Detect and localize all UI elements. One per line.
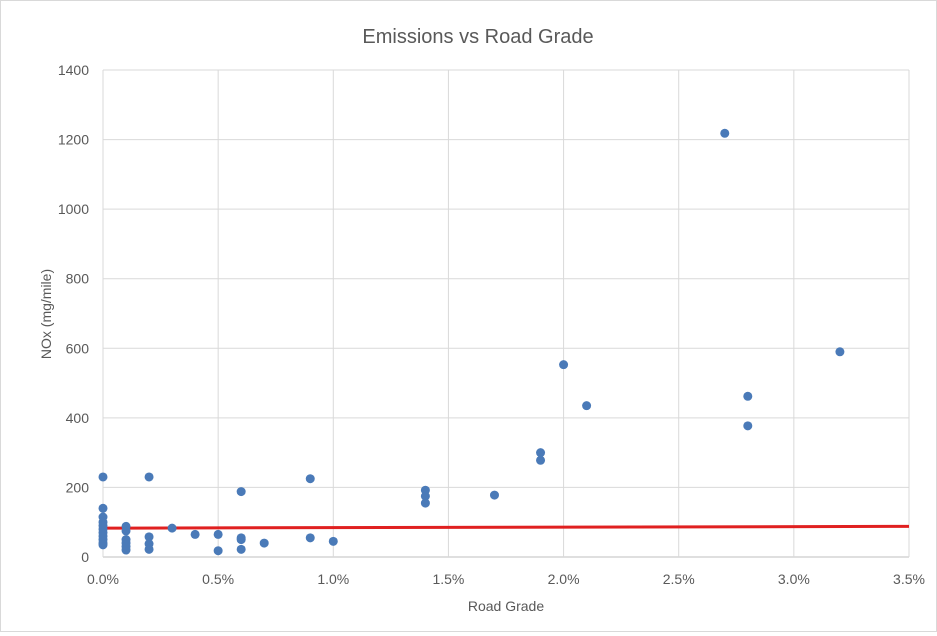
x-tick-label: 1.5% — [432, 571, 464, 587]
data-point — [98, 503, 108, 513]
data-point — [582, 401, 592, 411]
data-point — [743, 391, 753, 401]
x-tick-label: 1.0% — [317, 571, 349, 587]
y-tick-label: 1000 — [58, 201, 89, 217]
data-point — [489, 490, 499, 500]
data-point — [236, 544, 246, 554]
data-point — [144, 532, 154, 542]
y-tick-label: 200 — [66, 479, 90, 495]
data-point — [835, 347, 845, 357]
y-tick-label: 1200 — [58, 132, 89, 148]
x-tick-label: 3.5% — [893, 571, 925, 587]
data-point — [236, 487, 246, 497]
data-point — [190, 529, 200, 539]
x-tick-label: 0.0% — [87, 571, 119, 587]
data-points — [98, 128, 845, 556]
data-point — [720, 128, 730, 138]
data-point — [259, 538, 269, 548]
x-tick-label: 3.0% — [778, 571, 810, 587]
x-tick-label: 0.5% — [202, 571, 234, 587]
y-axis-title: NOx (mg/mile) — [38, 269, 54, 359]
data-point — [536, 448, 546, 458]
y-tick-labels: 0 200 400 600 800 1000 1200 1400 — [58, 62, 89, 565]
data-point — [305, 533, 315, 543]
y-tick-label: 800 — [66, 271, 90, 287]
data-point — [144, 544, 154, 554]
x-tick-label: 2.0% — [548, 571, 580, 587]
data-point — [98, 472, 108, 482]
data-point — [236, 535, 246, 545]
data-point — [559, 360, 569, 370]
data-point — [305, 474, 315, 484]
x-tick-label: 2.5% — [663, 571, 695, 587]
x-axis-title: Road Grade — [468, 598, 544, 614]
data-point — [213, 546, 223, 556]
trendline-layer — [102, 524, 910, 530]
chart-title: Emissions vs Road Grade — [362, 26, 593, 48]
data-point — [213, 529, 223, 539]
data-point — [328, 536, 338, 546]
data-point — [420, 498, 430, 508]
data-point — [536, 455, 546, 465]
data-point — [121, 545, 131, 555]
trendline — [102, 524, 910, 530]
y-tick-label: 0 — [81, 549, 89, 565]
y-tick-label: 400 — [66, 410, 90, 426]
y-tick-label: 1400 — [58, 62, 89, 78]
x-tick-labels: 0.0% 0.5% 1.0% 1.5% 2.0% 2.5% 3.0% 3.5% — [87, 571, 925, 587]
data-point — [420, 491, 430, 501]
data-point — [98, 540, 108, 550]
gridlines — [102, 69, 910, 558]
data-point — [167, 523, 177, 533]
data-point — [144, 472, 154, 482]
data-point — [743, 421, 753, 431]
data-point — [121, 526, 131, 536]
y-tick-label: 600 — [66, 340, 90, 356]
